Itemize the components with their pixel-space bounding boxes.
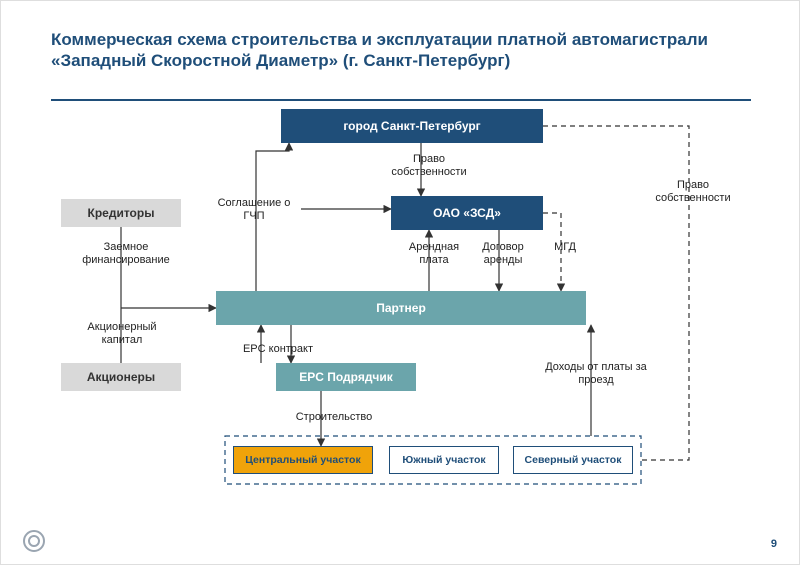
edge-label-l_build: Строительство — [289, 411, 379, 424]
node-city: город Санкт-Петербург — [281, 109, 543, 143]
page-number: 9 — [771, 538, 777, 550]
edge-label-l_loan: Заемное финансирование — [71, 241, 181, 266]
node-sec_c: Центральный участок — [233, 446, 373, 474]
node-creditors: Кредиторы — [61, 199, 181, 227]
diagram-canvas: город Санкт-Петербург ОАО «ЗСД» Кредиторы А… — [1, 1, 800, 566]
edge-label-l_rent: Арендная плата — [399, 241, 469, 266]
node-shareholders: Акционеры — [61, 363, 181, 391]
edge-label-l_revenue: Доходы от платы за проезд — [531, 361, 661, 386]
node-partner: Партнер — [216, 291, 586, 325]
edge-label-l_lease: Договор аренды — [473, 241, 533, 266]
edge-label-l_own1: Право собственности — [379, 153, 479, 178]
edge-label-l_mgd: МГД — [545, 241, 585, 254]
edge-label-l_own2: Право собственности — [643, 179, 743, 204]
edge-label-l_equity: Акционерный капитал — [67, 321, 177, 346]
footer-logo-icon — [23, 530, 45, 552]
node-sec_s: Южный участок — [389, 446, 499, 474]
edge-label-l_gchp: Соглашение о ГЧП — [209, 197, 299, 222]
edge-label-l_epc: EPC контракт — [233, 343, 323, 356]
edges-layer — [1, 1, 800, 566]
node-zsd: ОАО «ЗСД» — [391, 196, 543, 230]
node-sec_n: Северный участок — [513, 446, 633, 474]
node-epc: EPC Подрядчик — [276, 363, 416, 391]
